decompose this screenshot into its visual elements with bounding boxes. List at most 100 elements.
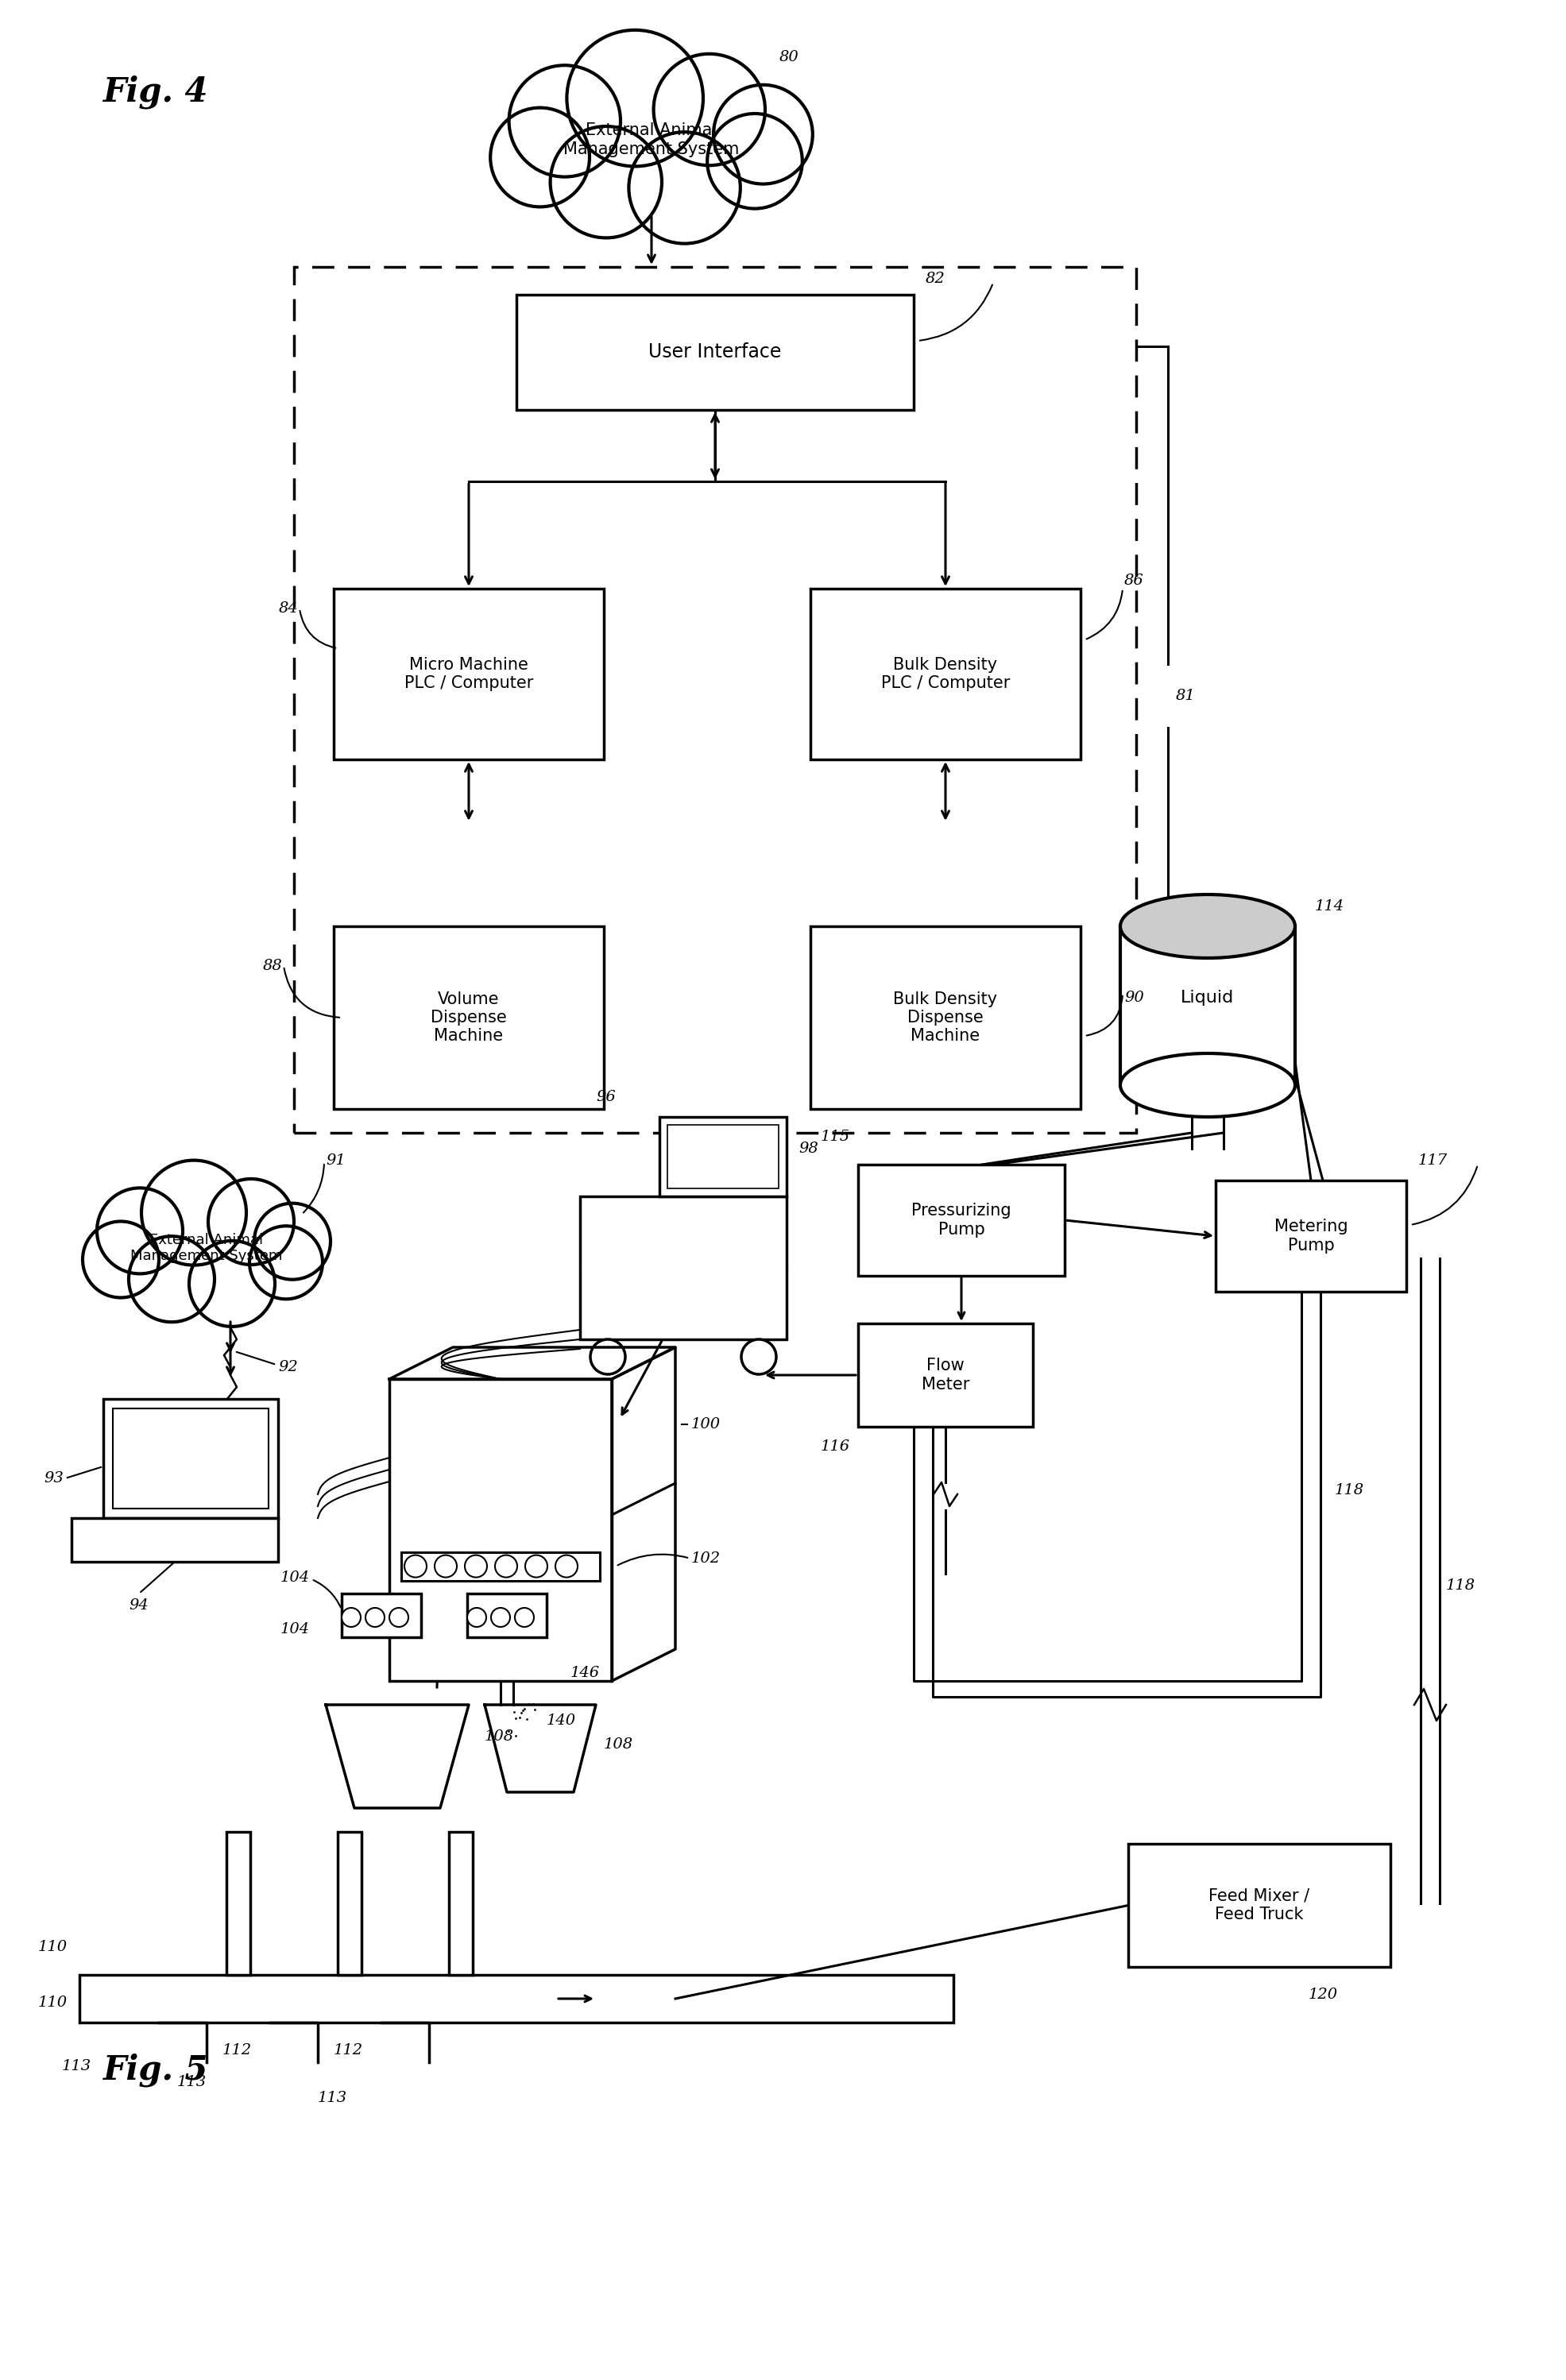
Text: 81: 81 xyxy=(1176,688,1195,702)
Bar xyxy=(659,1116,786,1197)
Bar xyxy=(467,1595,547,1637)
Text: 118: 118 xyxy=(1445,1578,1475,1592)
Text: Pressurizing
Pump: Pressurizing Pump xyxy=(911,1202,1012,1238)
Text: 146: 146 xyxy=(570,1666,600,1680)
Bar xyxy=(227,1833,251,1975)
Circle shape xyxy=(567,31,703,167)
Bar xyxy=(390,1378,612,1680)
Circle shape xyxy=(490,107,589,207)
Text: Volume
Dispense
Machine: Volume Dispense Machine xyxy=(431,990,507,1045)
Text: 93: 93 xyxy=(44,1471,64,1485)
Bar xyxy=(334,926,604,1109)
Ellipse shape xyxy=(1120,895,1295,959)
Bar xyxy=(294,267,1137,1133)
Text: 140: 140 xyxy=(547,1714,576,1728)
Text: 110: 110 xyxy=(38,1994,67,2009)
Bar xyxy=(113,1409,268,1509)
Circle shape xyxy=(741,1340,777,1373)
Circle shape xyxy=(365,1609,385,1628)
Text: Liquid: Liquid xyxy=(1181,990,1234,1007)
Ellipse shape xyxy=(1120,1054,1295,1116)
Circle shape xyxy=(467,1609,487,1628)
Bar xyxy=(334,588,604,759)
Circle shape xyxy=(590,1340,625,1373)
Circle shape xyxy=(208,1178,294,1264)
Circle shape xyxy=(714,86,813,183)
Text: 82: 82 xyxy=(926,271,946,286)
Text: Bulk Density
PLC / Computer: Bulk Density PLC / Computer xyxy=(882,657,1010,690)
Text: Feed Mixer /
Feed Truck: Feed Mixer / Feed Truck xyxy=(1209,1887,1309,1923)
Text: 113: 113 xyxy=(177,2075,207,2090)
Bar xyxy=(1215,1180,1406,1292)
Text: Micro Machine
PLC / Computer: Micro Machine PLC / Computer xyxy=(404,657,534,690)
Text: 104: 104 xyxy=(280,1571,310,1585)
Polygon shape xyxy=(326,1704,468,1809)
Circle shape xyxy=(708,114,802,209)
Text: Flow
Meter: Flow Meter xyxy=(921,1359,969,1392)
Circle shape xyxy=(249,1226,323,1299)
Text: 102: 102 xyxy=(691,1552,720,1566)
Circle shape xyxy=(141,1161,246,1266)
Circle shape xyxy=(653,55,766,164)
Text: 80: 80 xyxy=(780,50,799,64)
Circle shape xyxy=(509,64,620,176)
Polygon shape xyxy=(390,1347,675,1378)
Circle shape xyxy=(390,1609,409,1628)
Text: 110: 110 xyxy=(38,1940,67,1954)
Bar xyxy=(811,926,1081,1109)
Text: Fig. 4: Fig. 4 xyxy=(103,76,208,109)
Circle shape xyxy=(97,1188,183,1273)
Bar xyxy=(401,1552,600,1580)
Circle shape xyxy=(83,1221,158,1297)
Text: 96: 96 xyxy=(597,1090,615,1104)
Text: 112: 112 xyxy=(222,2042,252,2056)
Text: 108: 108 xyxy=(484,1730,514,1745)
Text: 91: 91 xyxy=(326,1154,346,1169)
Text: 113: 113 xyxy=(318,2092,348,2106)
Text: 92: 92 xyxy=(279,1359,298,1373)
Bar xyxy=(1128,1844,1391,1966)
Polygon shape xyxy=(612,1347,675,1680)
Bar xyxy=(667,1126,778,1188)
Bar xyxy=(338,1833,362,1975)
Polygon shape xyxy=(484,1704,597,1792)
Bar xyxy=(517,295,913,409)
Bar xyxy=(72,1518,279,1561)
Bar xyxy=(80,1975,954,2023)
Ellipse shape xyxy=(456,100,847,195)
Text: External Animal
Management System: External Animal Management System xyxy=(130,1233,282,1264)
Circle shape xyxy=(492,1609,511,1628)
Text: 116: 116 xyxy=(821,1440,850,1454)
Circle shape xyxy=(550,126,662,238)
Text: Metering
Pump: Metering Pump xyxy=(1275,1219,1348,1254)
Bar xyxy=(858,1164,1065,1276)
Circle shape xyxy=(128,1235,215,1321)
Text: 90: 90 xyxy=(1124,990,1143,1004)
Text: 88: 88 xyxy=(263,959,282,973)
Text: 100: 100 xyxy=(691,1416,720,1430)
Bar xyxy=(103,1399,279,1518)
Text: Fig. 5: Fig. 5 xyxy=(103,2054,208,2087)
Bar xyxy=(858,1323,1034,1426)
Text: User Interface: User Interface xyxy=(648,343,781,362)
Circle shape xyxy=(189,1240,276,1326)
Circle shape xyxy=(515,1609,534,1628)
Text: External Animal
Management System: External Animal Management System xyxy=(564,124,739,157)
Text: 115: 115 xyxy=(821,1130,850,1145)
Text: 120: 120 xyxy=(1308,1987,1337,2002)
Text: 94: 94 xyxy=(130,1599,149,1614)
Text: 114: 114 xyxy=(1315,900,1345,914)
Bar xyxy=(1120,926,1295,1085)
Text: 104: 104 xyxy=(280,1623,310,1637)
Text: 84: 84 xyxy=(279,602,298,616)
Circle shape xyxy=(254,1204,330,1280)
Bar xyxy=(811,588,1081,759)
Text: 98: 98 xyxy=(799,1142,817,1157)
Circle shape xyxy=(341,1609,360,1628)
Text: 118: 118 xyxy=(1334,1483,1364,1497)
Ellipse shape xyxy=(56,1214,357,1290)
Text: 112: 112 xyxy=(334,2042,363,2056)
Text: Bulk Density
Dispense
Machine: Bulk Density Dispense Machine xyxy=(893,990,998,1045)
Text: 86: 86 xyxy=(1124,574,1143,588)
Circle shape xyxy=(630,131,741,243)
